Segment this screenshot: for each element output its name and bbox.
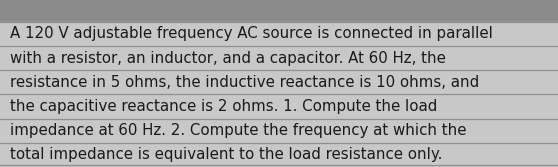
Text: A 120 V adjustable frequency AC source is connected in parallel: A 120 V adjustable frequency AC source i…: [10, 26, 493, 41]
Text: total impedance is equivalent to the load resistance only.: total impedance is equivalent to the loa…: [10, 147, 442, 162]
Bar: [0, 0, 558, 22]
Text: with a resistor, an inductor, and a capacitor. At 60 Hz, the: with a resistor, an inductor, and a capa…: [10, 51, 446, 65]
Bar: [0, 22, 558, 167]
Text: impedance at 60 Hz. 2. Compute the frequency at which the: impedance at 60 Hz. 2. Compute the frequ…: [10, 123, 466, 138]
Text: the capacitive reactance is 2 ohms. 1. Compute the load: the capacitive reactance is 2 ohms. 1. C…: [10, 99, 437, 114]
Text: resistance in 5 ohms, the inductive reactance is 10 ohms, and: resistance in 5 ohms, the inductive reac…: [10, 75, 479, 90]
